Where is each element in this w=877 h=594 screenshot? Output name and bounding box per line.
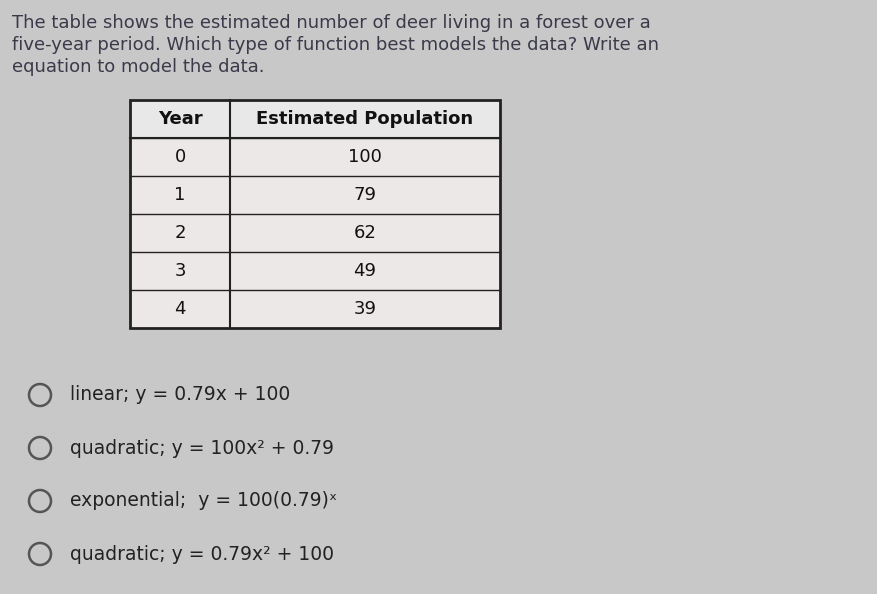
Bar bbox=[130, 176, 500, 214]
Text: linear; y = 0.79x + 100: linear; y = 0.79x + 100 bbox=[70, 386, 290, 405]
Bar bbox=[130, 252, 500, 290]
Text: 39: 39 bbox=[353, 300, 376, 318]
Text: quadratic; y = 100x² + 0.79: quadratic; y = 100x² + 0.79 bbox=[70, 438, 334, 457]
Bar bbox=[130, 138, 500, 176]
Bar bbox=[130, 214, 500, 252]
Text: 2: 2 bbox=[175, 224, 186, 242]
Bar bbox=[130, 100, 500, 328]
Text: 1: 1 bbox=[175, 186, 186, 204]
Text: 49: 49 bbox=[353, 262, 376, 280]
Text: 4: 4 bbox=[175, 300, 186, 318]
Text: equation to model the data.: equation to model the data. bbox=[12, 58, 265, 76]
Text: five-year period. Which type of function best models the data? Write an: five-year period. Which type of function… bbox=[12, 36, 659, 54]
Text: 0: 0 bbox=[175, 148, 186, 166]
Bar bbox=[130, 290, 500, 328]
Text: Year: Year bbox=[158, 110, 203, 128]
Text: 79: 79 bbox=[353, 186, 376, 204]
Text: exponential;  y = 100(0.79)ˣ: exponential; y = 100(0.79)ˣ bbox=[70, 491, 338, 510]
Text: 62: 62 bbox=[353, 224, 376, 242]
Text: 3: 3 bbox=[175, 262, 186, 280]
Text: quadratic; y = 0.79x² + 100: quadratic; y = 0.79x² + 100 bbox=[70, 545, 334, 564]
Text: 100: 100 bbox=[348, 148, 382, 166]
Bar bbox=[130, 100, 500, 138]
Text: Estimated Population: Estimated Population bbox=[256, 110, 474, 128]
Text: The table shows the estimated number of deer living in a forest over a: The table shows the estimated number of … bbox=[12, 14, 651, 32]
